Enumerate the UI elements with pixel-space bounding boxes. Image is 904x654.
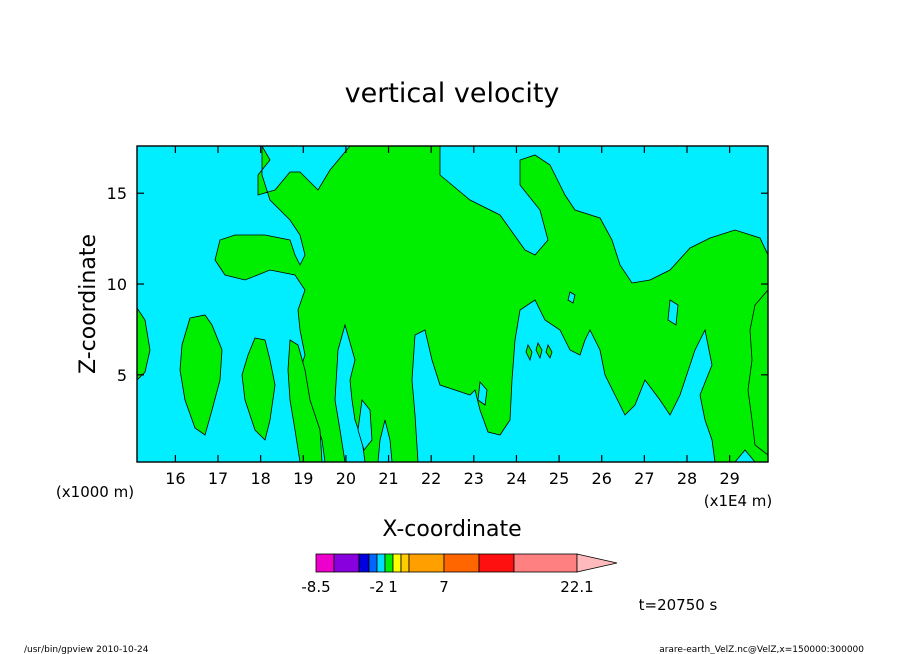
colorbar-label: -8.5 xyxy=(301,578,330,596)
x-tick-label: 27 xyxy=(634,469,654,488)
y-tick-label: 10 xyxy=(107,275,127,294)
updraft-region-right-edge xyxy=(747,289,768,456)
axis-ticks xyxy=(137,146,768,462)
footer-left: /usr/bin/gpview 2010-10-24 xyxy=(24,645,149,654)
updraft-region-main xyxy=(214,146,768,462)
colorbar-label: 7 xyxy=(439,578,449,596)
colorbar-label: 1 xyxy=(388,578,398,596)
colorbar-band xyxy=(408,553,445,573)
x-tick-label: 25 xyxy=(549,469,569,488)
x-tick-label: 26 xyxy=(592,469,612,488)
colorbar-label: 22.1 xyxy=(560,578,593,596)
x-axis-title: X-coordinate xyxy=(382,517,521,542)
x-tick-label: 28 xyxy=(677,469,697,488)
updraft-region-blob-3 xyxy=(287,339,323,462)
plot-frame xyxy=(136,145,769,463)
colorbar-band xyxy=(368,553,378,573)
colorbar-band xyxy=(384,553,394,573)
footer-right: arare-earth_VelZ.nc@VelZ,x=150000:300000 xyxy=(659,645,864,654)
downdraft-hole-3 xyxy=(667,299,679,326)
colorbar-band xyxy=(315,553,335,573)
updraft-contours xyxy=(137,146,768,462)
colorbar: -8.5 -2 1 7 22.1 xyxy=(301,553,618,596)
y-unit-label: (x1000 m) xyxy=(56,483,134,501)
x-tick-label: 21 xyxy=(378,469,398,488)
x-tick-label: 18 xyxy=(250,469,270,488)
colorbar-arrow xyxy=(576,553,618,573)
colorbar-band xyxy=(333,553,360,573)
colorbar-band xyxy=(376,553,386,573)
y-tick-label: 15 xyxy=(107,184,127,203)
x-tick-label: 17 xyxy=(208,469,228,488)
x-tick-label: 24 xyxy=(506,469,526,488)
downdraft-hole-1 xyxy=(477,381,488,406)
y-tick-label: 5 xyxy=(117,366,127,385)
x-tick-label: 29 xyxy=(719,469,739,488)
updraft-region-blob-1 xyxy=(179,314,223,436)
updraft-region-blob-6 xyxy=(545,343,553,359)
colorbar-band xyxy=(392,553,402,573)
downdraft-holes xyxy=(357,291,679,451)
updraft-region-blob-2 xyxy=(241,337,276,441)
colorbar-band xyxy=(513,553,578,573)
updraft-region-blob-4 xyxy=(525,343,533,362)
plot-area xyxy=(136,145,769,463)
time-label: t=20750 s xyxy=(639,596,718,614)
y-axis-title: Z-coordinate xyxy=(76,234,101,374)
updraft-region-blob-5 xyxy=(535,341,543,360)
updraft-region-left-edge xyxy=(137,307,151,381)
x-tick-label: 19 xyxy=(293,469,313,488)
x-tick-label: 16 xyxy=(165,469,185,488)
colorbar-band xyxy=(358,553,370,573)
downdraft-hole-4 xyxy=(357,399,373,451)
colorbar-label: -2 xyxy=(370,578,385,596)
x-tick-label: 22 xyxy=(421,469,441,488)
chart-title: vertical velocity xyxy=(345,78,560,109)
x-unit-label: (x1E4 m) xyxy=(704,492,773,510)
x-tick-label: 23 xyxy=(464,469,484,488)
colorbar-band xyxy=(478,553,515,573)
colorbar-band xyxy=(400,553,410,573)
downdraft-hole-2 xyxy=(567,291,576,304)
x-tick-label: 20 xyxy=(336,469,356,488)
colorbar-band xyxy=(443,553,480,573)
